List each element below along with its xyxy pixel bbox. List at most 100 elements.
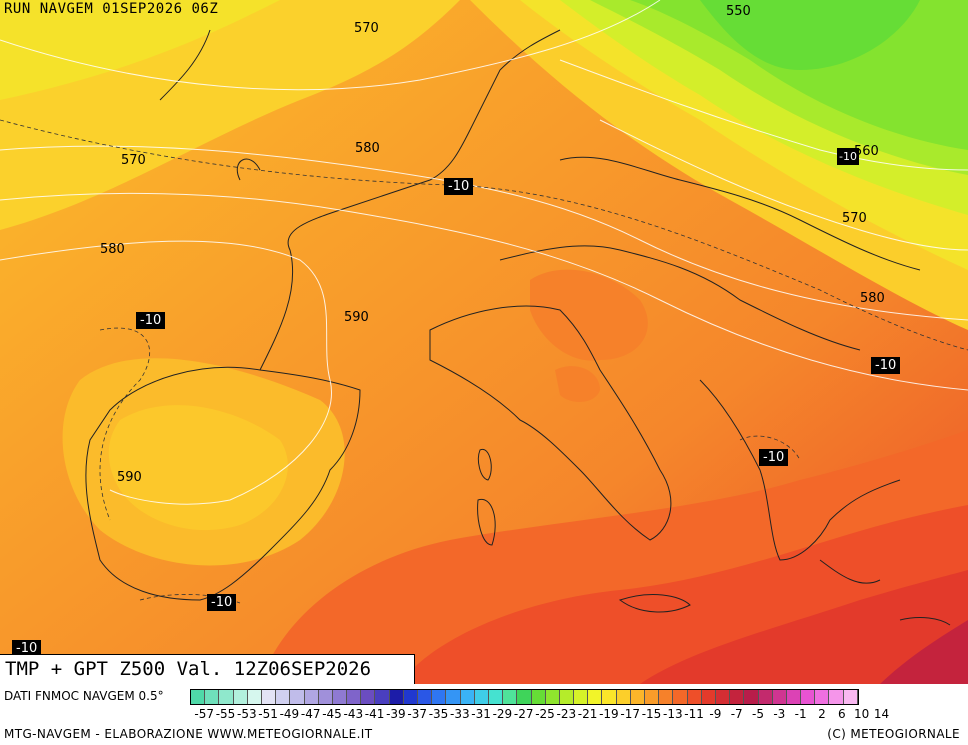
color-swatch <box>730 690 745 704</box>
color-swatch <box>545 690 560 704</box>
tick-label: -1 <box>794 707 807 721</box>
temperature-field <box>0 0 968 684</box>
gpt-label: 580 <box>100 242 125 257</box>
tick-label: -39 <box>386 707 406 721</box>
tick-label: -47 <box>300 707 321 721</box>
color-swatch <box>517 690 532 704</box>
tmp-label: -10 <box>136 312 166 329</box>
color-swatch <box>786 690 802 704</box>
tick-label: -51 <box>258 707 278 721</box>
color-swatch <box>446 690 461 704</box>
color-swatch <box>829 690 844 704</box>
tmp-label: -10 <box>444 178 474 195</box>
tick-label: -45 <box>322 707 342 721</box>
tick-label: -27 <box>513 707 534 721</box>
tick-label: -21 <box>577 707 598 721</box>
run-label: RUN NAVGEM 01SEP2026 06Z <box>4 1 219 17</box>
color-swatch <box>559 690 575 704</box>
map-title: TMP + GPT Z500 Val. 12Z06SEP2026 <box>5 658 372 680</box>
gpt-label: 590 <box>117 470 142 485</box>
tick-label: -29 <box>492 707 513 721</box>
color-swatch <box>389 690 404 704</box>
gpt-label: 550 <box>726 4 751 19</box>
tick-label: -43 <box>343 707 364 721</box>
color-swatch <box>645 690 660 704</box>
color-swatch <box>318 690 333 704</box>
color-swatch <box>701 690 716 704</box>
color-swatch <box>233 690 248 704</box>
color-swatch <box>488 690 504 704</box>
data-source-label: DATI FNMOC NAVGEM 0.5° <box>4 689 164 703</box>
color-swatch <box>531 690 546 704</box>
color-swatch <box>432 690 447 704</box>
color-swatch <box>744 690 759 704</box>
map-title-box: TMP + GPT Z500 Val. 12Z06SEP2026 <box>0 654 415 684</box>
tick-label: -25 <box>535 707 555 721</box>
tick-label: -49 <box>279 707 300 721</box>
color-swatch <box>304 690 319 704</box>
color-swatch <box>219 690 234 704</box>
tick-label: -19 <box>599 707 619 721</box>
color-swatch <box>460 690 475 704</box>
footer-credit: MTG-NAVGEM - ELABORAZIONE WWW.METEOGIORN… <box>4 727 373 741</box>
gpt-label: 570 <box>842 211 867 226</box>
tmp-label: -10 <box>12 640 42 657</box>
tick-label: -11 <box>684 707 704 721</box>
color-swatch <box>673 690 688 704</box>
color-swatch <box>361 690 376 704</box>
tick-label: -23 <box>556 707 577 721</box>
tmp-label: -10 <box>871 357 901 374</box>
tick-label: -3 <box>773 707 786 721</box>
color-swatch <box>474 690 489 704</box>
tick-label: -33 <box>449 707 470 721</box>
color-swatch <box>588 690 603 704</box>
footer-copyright: (C) METEOGIORNALE <box>827 727 960 741</box>
color-swatch <box>247 690 262 704</box>
tick-label: 2 <box>818 707 826 721</box>
tick-label: -53 <box>236 707 257 721</box>
color-swatch <box>687 690 702 704</box>
tick-label: -9 <box>709 707 722 721</box>
color-swatch <box>772 690 787 704</box>
tmp-label: -10 <box>759 449 789 466</box>
tick-label: -7 <box>730 707 743 721</box>
color-swatch <box>403 690 418 704</box>
color-swatch <box>261 690 277 704</box>
color-swatch <box>602 690 617 704</box>
color-swatch <box>630 690 645 704</box>
tmp-label: -10 <box>837 148 859 165</box>
gpt-label: 590 <box>344 310 369 325</box>
color-swatch <box>758 690 773 704</box>
gpt-label: 560 <box>854 144 879 159</box>
tick-label: 6 <box>837 707 846 721</box>
tick-label: 10 <box>854 707 870 721</box>
tmp-label: -10 <box>207 594 237 611</box>
gpt-label: 570 <box>121 153 146 168</box>
color-swatch <box>815 690 830 704</box>
tick-label: -41 <box>364 707 385 721</box>
tick-label: -5 <box>752 707 764 721</box>
color-swatch <box>801 690 816 704</box>
tick-label: 14 <box>873 707 890 721</box>
color-swatch <box>503 690 518 704</box>
tick-label: -13 <box>662 707 683 721</box>
gpt-label: 570 <box>354 21 379 36</box>
tick-label: -37 <box>407 707 427 721</box>
tick-label: -15 <box>641 707 662 721</box>
tick-label: -55 <box>215 707 236 721</box>
tick-label: -17 <box>620 707 640 721</box>
gpt-label: 580 <box>860 291 885 306</box>
color-swatch <box>659 690 674 704</box>
color-swatch <box>276 690 291 704</box>
tick-label: -31 <box>471 707 491 721</box>
weather-map: RUN NAVGEM 01SEP2026 06Z 570 570 580 580… <box>0 0 968 684</box>
color-swatch <box>616 690 631 704</box>
color-scale-bar <box>190 689 859 705</box>
color-swatch <box>418 690 433 704</box>
color-swatch <box>191 690 206 704</box>
color-swatch <box>290 690 305 704</box>
gpt-label: 580 <box>355 141 380 156</box>
tick-label: -57 <box>194 707 214 721</box>
color-scale-ticks: -57 -55 -53 -51 -49 -47 -45 -43 -41 -39 -37 -35 -33-… <box>190 707 968 721</box>
color-swatch <box>347 690 362 704</box>
